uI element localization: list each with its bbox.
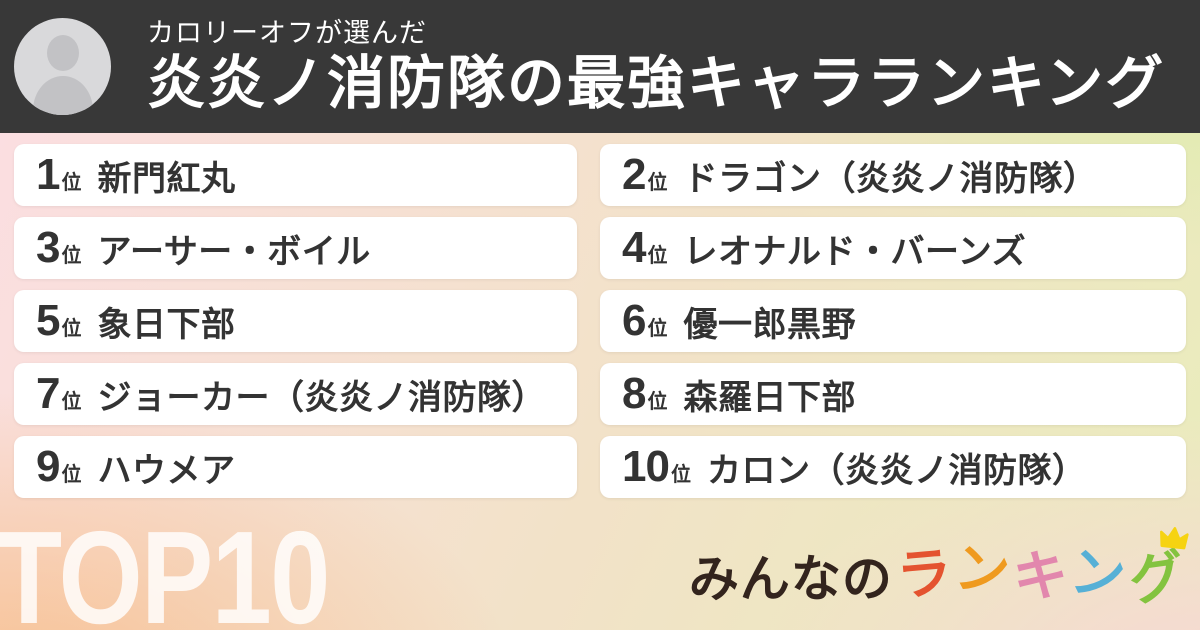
- ranking-item: 1 位新門紅丸: [14, 144, 577, 206]
- rank-unit: 位: [61, 172, 82, 194]
- character-name: ハウメア: [97, 451, 236, 490]
- rank-number: 3: [36, 223, 61, 272]
- ranking-author-subtitle: カロリーオフが選んだ: [147, 17, 427, 48]
- logo-prefix: みんなの: [688, 551, 893, 607]
- avatar: [14, 18, 111, 115]
- character-name: カロン（炎炎ノ消防隊）: [706, 451, 1087, 490]
- rank-number: 8: [622, 369, 647, 418]
- logo-char: ン: [1066, 539, 1129, 609]
- crown-icon: [1160, 527, 1189, 550]
- rank-unit: 位: [61, 391, 82, 413]
- character-name: 森羅日下部: [683, 378, 856, 417]
- logo-char: グ: [1125, 527, 1189, 613]
- rank-number: 1: [36, 150, 61, 199]
- logo-char: ン: [951, 536, 1013, 604]
- character-name: ジョーカー（炎炎ノ消防隊）: [97, 378, 546, 417]
- ranking-item: 8 位森羅日下部: [600, 363, 1186, 425]
- logo-colored: ランキング: [894, 527, 1189, 613]
- rank-unit: 位: [647, 172, 668, 194]
- ranking-item: 10 位カロン（炎炎ノ消防隊）: [600, 436, 1186, 498]
- rank-unit: 位: [61, 464, 82, 486]
- character-name: アーサー・ボイル: [97, 232, 371, 271]
- character-name: 象日下部: [97, 305, 236, 344]
- ranking-grid: 1 位新門紅丸 2 位ドラゴン（炎炎ノ消防隊） 3 位アーサー・ボイル 4 位レオナルド・バー…: [0, 144, 1200, 498]
- rank-unit: 位: [647, 391, 668, 413]
- header-text: カロリーオフが選んだ 炎炎ノ消防隊の最強キャラランキング: [147, 17, 1165, 116]
- rank-number: 9: [36, 442, 61, 491]
- ranking-item: 6 位優一郎黒野: [600, 290, 1186, 352]
- rank-number: 5: [36, 296, 61, 345]
- ranking-item: 5 位象日下部: [14, 290, 577, 352]
- header: カロリーオフが選んだ 炎炎ノ消防隊の最強キャラランキング: [0, 0, 1200, 133]
- ranking-item: 2 位ドラゴン（炎炎ノ消防隊）: [600, 144, 1186, 206]
- character-name: ドラゴン（炎炎ノ消防隊）: [683, 159, 1098, 198]
- rank-number: 10: [622, 442, 670, 491]
- ranking-item: 7 位ジョーカー（炎炎ノ消防隊）: [14, 363, 577, 425]
- avatar-person-icon: [46, 35, 79, 71]
- logo-char: ラ: [894, 540, 955, 608]
- top10-watermark: TOP10: [0, 504, 330, 630]
- rank-unit: 位: [61, 245, 82, 267]
- logo-char: キ: [1010, 543, 1071, 609]
- minna-no-ranking-logo: みんなの ランキング: [688, 527, 1189, 613]
- ranking-item: 3 位アーサー・ボイル: [14, 217, 577, 279]
- rank-number: 6: [622, 296, 647, 345]
- rank-number: 4: [622, 223, 647, 272]
- rank-number: 2: [622, 150, 647, 199]
- character-name: 優一郎黒野: [683, 305, 856, 344]
- rank-unit: 位: [670, 464, 691, 486]
- rank-badge: 10 位: [622, 445, 691, 489]
- avatar-person-icon: [32, 76, 93, 115]
- ranking-item: 9 位ハウメア: [14, 436, 577, 498]
- rank-unit: 位: [647, 318, 668, 340]
- rank-number: 7: [36, 369, 61, 418]
- character-name: レオナルド・バーンズ: [683, 232, 1027, 271]
- ranking-title: 炎炎ノ消防隊の最強キャラランキング: [147, 51, 1166, 117]
- character-name: 新門紅丸: [97, 159, 236, 198]
- ranking-item: 4 位レオナルド・バーンズ: [600, 217, 1186, 279]
- rank-unit: 位: [61, 318, 82, 340]
- rank-unit: 位: [647, 245, 668, 267]
